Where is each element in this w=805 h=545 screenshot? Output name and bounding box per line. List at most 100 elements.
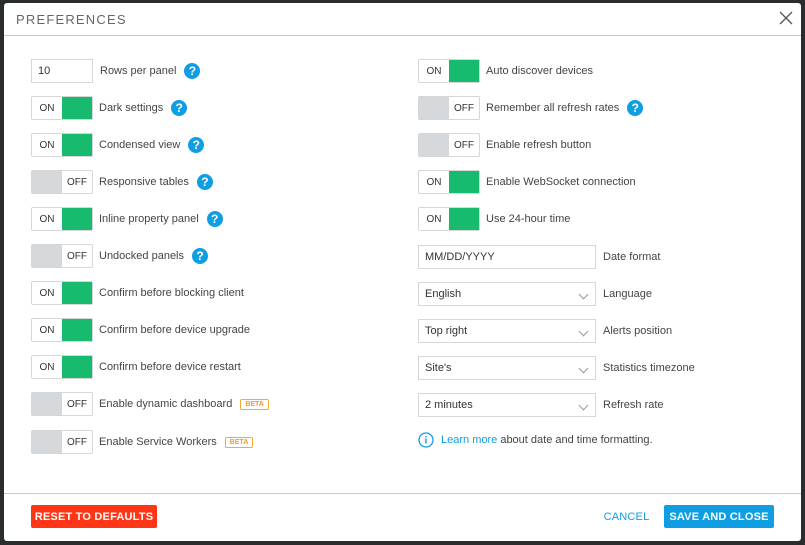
- toggle-switch[interactable]: ON: [418, 59, 480, 83]
- help-icon[interactable]: ?: [206, 211, 223, 227]
- toggle-off-label: OFF: [67, 436, 87, 448]
- setting-row: English Language: [418, 282, 652, 306]
- setting-label: Auto discover devices: [486, 65, 593, 77]
- dropdown-select[interactable]: 2 minutes: [418, 393, 596, 417]
- setting-label: Remember all refresh rates: [486, 102, 620, 114]
- toggle-off-label: [62, 97, 92, 119]
- toggle-off-label: OFF: [67, 250, 87, 262]
- toggle-switch[interactable]: OFF: [418, 133, 480, 157]
- setting-row: ON Auto discover devices: [418, 59, 593, 83]
- toggle-switch[interactable]: ON: [31, 281, 93, 305]
- toggle-switch[interactable]: ON: [31, 207, 93, 231]
- header-divider: [4, 35, 801, 36]
- toggle-on-label: ON: [39, 361, 55, 373]
- toggle-switch[interactable]: ON: [31, 355, 93, 379]
- setting-label: Language: [603, 288, 652, 300]
- toggle-switch[interactable]: ON: [31, 96, 93, 120]
- setting-row: OFF Responsive tables?: [31, 170, 213, 194]
- dialog-title: PREFERENCES: [16, 12, 127, 27]
- setting-label: Enable Service Workers: [99, 436, 217, 448]
- dropdown-select[interactable]: English: [418, 282, 596, 306]
- setting-row: 2 minutes Refresh rate: [418, 393, 664, 417]
- chevron-down-icon: [578, 326, 589, 337]
- text-input[interactable]: MM/DD/YYYY: [418, 245, 596, 269]
- setting-row: OFF Enable dynamic dashboard BETA: [31, 392, 269, 416]
- setting-label: Inline property panel: [99, 213, 199, 225]
- toggle-switch[interactable]: ON: [418, 170, 480, 194]
- toggle-on-label: [419, 97, 449, 119]
- help-icon[interactable]: ?: [171, 100, 188, 116]
- toggle-on-label: ON: [426, 213, 442, 225]
- toggle-on-label: ON: [39, 213, 55, 225]
- save-and-close-button[interactable]: SAVE AND CLOSE: [664, 505, 774, 528]
- setting-row: ON Dark settings?: [31, 96, 188, 120]
- help-icon[interactable]: ?: [192, 248, 209, 264]
- toggle-off-label: [449, 171, 479, 193]
- toggle-switch[interactable]: ON: [31, 318, 93, 342]
- dropdown-select[interactable]: Site's: [418, 356, 596, 380]
- setting-label: Use 24-hour time: [486, 213, 571, 225]
- setting-row: ON Use 24-hour time: [418, 207, 570, 231]
- setting-label: Enable refresh button: [486, 139, 592, 151]
- preferences-dialog: PREFERENCES 10 Rows per panel? ON Dark sett…: [4, 3, 801, 541]
- toggle-switch[interactable]: ON: [31, 133, 93, 157]
- setting-row: MM/DD/YYYY Date format: [418, 245, 660, 269]
- dropdown-select[interactable]: Top right: [418, 319, 596, 343]
- setting-label: Enable WebSocket connection: [486, 176, 636, 188]
- setting-label: Statistics timezone: [603, 362, 695, 374]
- toggle-off-label: [62, 134, 92, 156]
- toggle-switch[interactable]: OFF: [31, 170, 93, 194]
- toggle-switch[interactable]: OFF: [418, 96, 480, 120]
- toggle-on-label: ON: [39, 324, 55, 336]
- setting-row: ON Condensed view?: [31, 133, 205, 157]
- info-text: about date and time formatting.: [497, 434, 653, 446]
- setting-row: ON Enable WebSocket connection: [418, 170, 636, 194]
- help-icon[interactable]: ?: [184, 63, 201, 79]
- reset-to-defaults-button[interactable]: RESET TO DEFAULTS: [31, 505, 157, 528]
- toggle-switch[interactable]: OFF: [31, 392, 93, 416]
- learn-more-link[interactable]: Learn more: [441, 434, 498, 446]
- setting-row: ON Confirm before device restart: [31, 355, 241, 379]
- chevron-down-icon: [578, 400, 589, 411]
- beta-badge: BETA: [224, 436, 254, 448]
- toggle-off-label: [62, 282, 92, 304]
- setting-label: Confirm before blocking client: [99, 287, 244, 299]
- toggle-off-label: OFF: [67, 176, 87, 188]
- setting-label: Refresh rate: [603, 399, 664, 411]
- info-note: Learn more about date and time formattin…: [418, 428, 653, 452]
- setting-label: Undocked panels: [99, 250, 185, 262]
- setting-label: Dark settings: [99, 102, 164, 114]
- setting-row: 10 Rows per panel?: [31, 59, 201, 83]
- setting-label: Condensed view: [99, 139, 181, 151]
- setting-row: ON Confirm before blocking client: [31, 281, 244, 305]
- setting-row: Top right Alerts position: [418, 319, 672, 343]
- toggle-switch[interactable]: ON: [418, 207, 480, 231]
- text-input[interactable]: 10: [31, 59, 93, 83]
- toggle-on-label: ON: [426, 65, 442, 77]
- toggle-on-label: [32, 171, 62, 193]
- toggle-off-label: OFF: [454, 102, 474, 114]
- close-icon[interactable]: [777, 9, 795, 27]
- footer-divider: [4, 493, 801, 494]
- toggle-switch[interactable]: OFF: [31, 430, 93, 454]
- toggle-on-label: ON: [39, 139, 55, 151]
- setting-row: OFF Enable refresh button: [418, 133, 591, 157]
- toggle-off-label: [449, 60, 479, 82]
- help-icon[interactable]: ?: [627, 100, 644, 116]
- chevron-down-icon: [578, 289, 589, 300]
- setting-row: OFF Enable Service Workers BETA: [31, 430, 254, 454]
- setting-label: Confirm before device restart: [99, 361, 241, 373]
- toggle-off-label: OFF: [67, 398, 87, 410]
- toggle-switch[interactable]: OFF: [31, 244, 93, 268]
- toggle-off-label: OFF: [454, 139, 474, 151]
- setting-row: OFF Remember all refresh rates?: [418, 96, 644, 120]
- toggle-off-label: [62, 319, 92, 341]
- help-icon[interactable]: ?: [188, 137, 205, 153]
- help-icon[interactable]: ?: [196, 174, 213, 190]
- cancel-button[interactable]: CANCEL: [603, 510, 650, 523]
- toggle-off-label: [62, 208, 92, 230]
- toggle-on-label: [32, 431, 62, 453]
- toggle-on-label: ON: [426, 176, 442, 188]
- info-icon: [418, 432, 434, 448]
- toggle-on-label: [419, 134, 449, 156]
